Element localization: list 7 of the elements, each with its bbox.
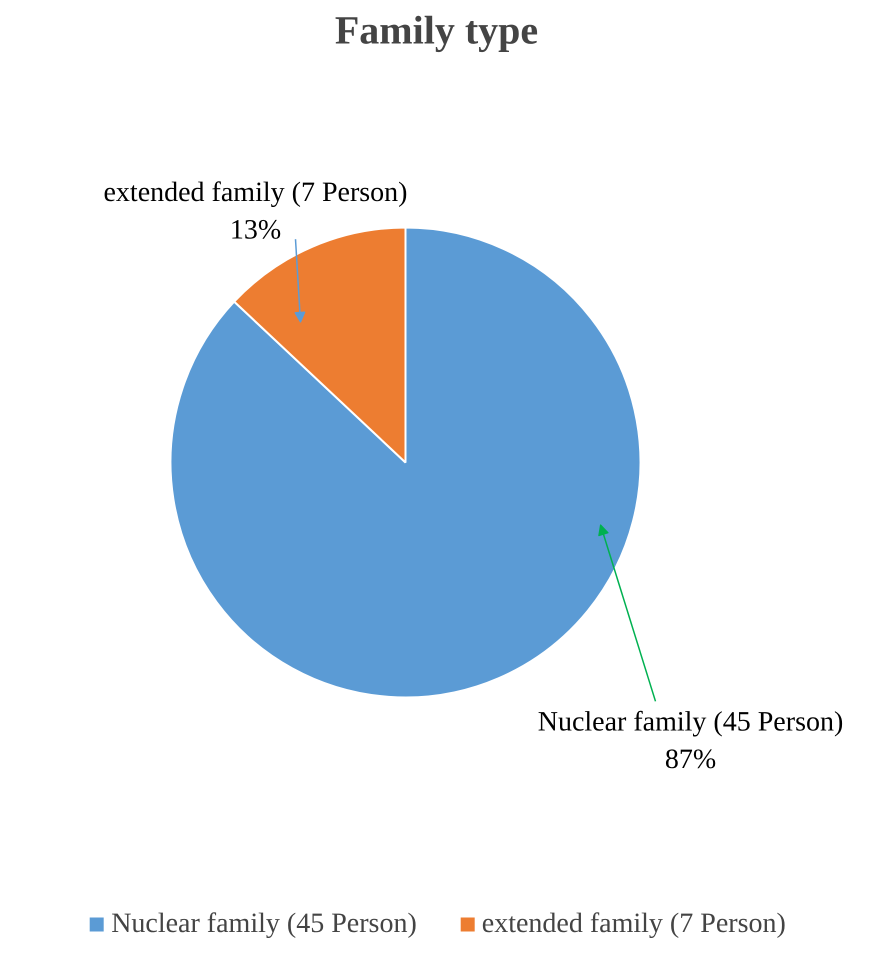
slice-label: Nuclear family (45 Person)	[538, 706, 844, 738]
legend-label: extended family (7 Person)	[482, 908, 786, 940]
data-label: 13%	[230, 214, 282, 246]
legend-label: Nuclear family (45 Person)	[111, 908, 417, 940]
data-label: 87%	[664, 744, 716, 775]
chart-title: Family type	[334, 8, 538, 52]
slice-label: extended family (7 Person)	[103, 176, 408, 208]
